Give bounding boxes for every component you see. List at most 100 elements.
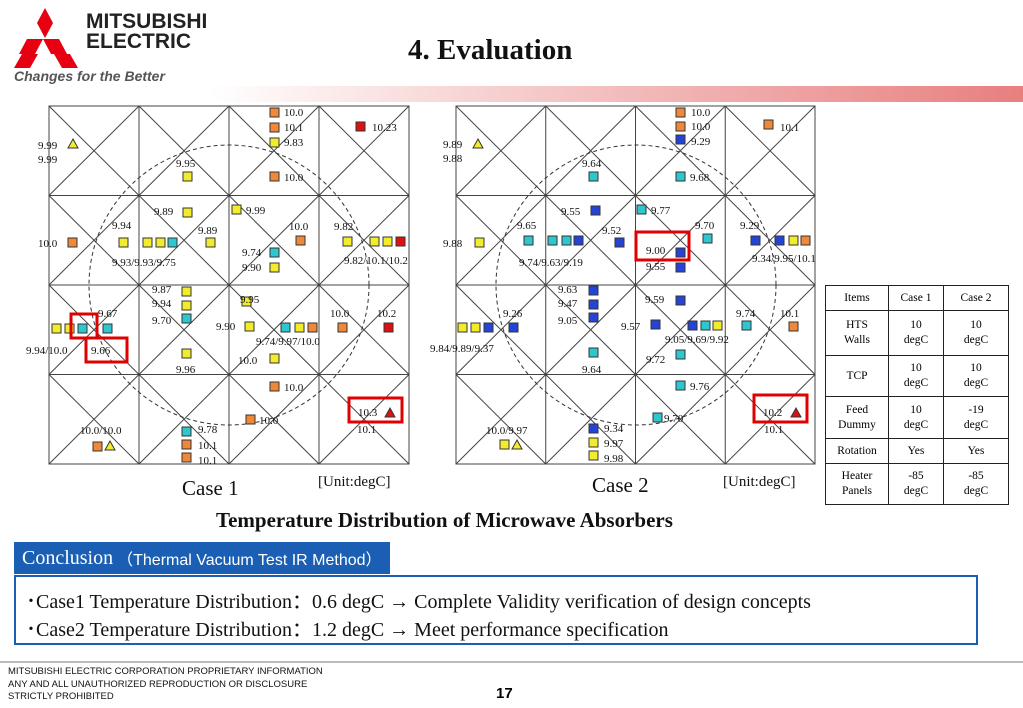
company-name: MITSUBISHI ELECTRIC <box>86 10 208 52</box>
temperature-label: 10.3 <box>358 407 378 419</box>
sensor-square-icon <box>342 236 353 247</box>
sensor-square-icon <box>181 286 192 297</box>
sensor-square-icon <box>675 349 686 360</box>
sensor-square-icon <box>182 171 193 182</box>
sensor-square-icon <box>369 236 380 247</box>
sensor-triangle-icon <box>67 137 79 149</box>
sensor-square-icon <box>675 171 686 182</box>
sensor-square-icon <box>269 353 280 364</box>
sensor-square-icon <box>590 205 601 216</box>
temperature-label: 9.26 <box>503 308 523 320</box>
highlight-box <box>752 393 809 424</box>
temperature-label: 9.89 <box>443 139 463 151</box>
temperature-label: 9.83 <box>284 137 304 149</box>
sensor-square-icon <box>181 313 192 324</box>
temperature-label: 10.23 <box>372 122 397 134</box>
footer-line1: MITSUBISHI ELECTRIC CORPORATION PROPRIET… <box>8 666 323 677</box>
sensor-square-icon <box>181 348 192 359</box>
sensor-square-icon <box>77 323 88 334</box>
temperature-label: 10.0 <box>284 172 304 184</box>
sensor-triangle-icon <box>104 439 116 451</box>
sensor-square-icon <box>294 322 305 333</box>
table-row: Rotation Yes Yes <box>825 438 1009 464</box>
case1-unit: [Unit:degC] <box>318 474 391 490</box>
temperature-label: 9.99 <box>246 205 266 217</box>
sensor-square-icon <box>383 322 394 333</box>
table-cell: Case 1 <box>888 285 944 311</box>
sensor-square-icon <box>675 295 686 306</box>
sensor-square-icon <box>675 262 686 273</box>
temperature-label: 9.89 <box>154 206 174 218</box>
sensor-square-icon <box>382 236 393 247</box>
sensor-triangle-icon <box>790 406 802 418</box>
table-cell: 10 degC <box>888 310 944 356</box>
temperature-label: 10.1 <box>198 455 217 467</box>
temperature-label: 9.90 <box>216 321 236 333</box>
conclusion-box <box>14 575 978 645</box>
sensor-square-icon <box>800 235 811 246</box>
temperature-label: 9.84/9.89/9.37 <box>430 343 494 355</box>
sensor-square-icon <box>650 319 661 330</box>
sensor-square-icon <box>588 450 599 461</box>
table-cell: Items <box>825 285 889 311</box>
table-cell: Case 2 <box>943 285 1009 311</box>
sensor-square-icon <box>142 237 153 248</box>
sensor-square-icon <box>269 262 280 273</box>
conclusion-method: （Thermal Vacuum Test IR Method） <box>117 552 382 569</box>
mitsubishi-logo-icon <box>14 8 78 68</box>
temperature-label: 9.88 <box>443 153 463 165</box>
sensor-square-icon <box>652 412 663 423</box>
temperature-label: 9.87 <box>152 284 172 296</box>
sensor-square-icon <box>712 320 723 331</box>
table-cell: -85 degC <box>943 463 1009 505</box>
sensor-square-icon <box>483 322 494 333</box>
header-band <box>210 86 1023 102</box>
temperature-label: 9.68 <box>690 172 710 184</box>
sensor-square-icon <box>92 441 103 452</box>
temperature-label: 9.47 <box>558 298 578 310</box>
page-number: 17 <box>496 685 513 702</box>
sensor-square-icon <box>67 237 78 248</box>
sensor-square-icon <box>588 299 599 310</box>
sensor-markers <box>51 107 811 463</box>
conclusion-title: Conclusion <box>22 546 114 569</box>
footer-line2: ANY AND ALL UNAUTHORIZED REPRODUCTION OR… <box>8 678 308 690</box>
company-line1: MITSUBISHI <box>86 10 208 33</box>
sensor-square-icon <box>280 322 291 333</box>
page-title: 4. Evaluation <box>408 34 573 66</box>
sensor-square-icon <box>508 322 519 333</box>
figure-caption: Temperature Distribution of Microwave Ab… <box>216 508 673 532</box>
sensor-square-icon <box>675 247 686 258</box>
temperature-label: 10.1 <box>780 122 799 134</box>
highlight-box <box>347 396 404 424</box>
sensor-square-icon <box>675 380 686 391</box>
temperature-label: 9.82 <box>334 221 353 233</box>
table-cell: -85 degC <box>888 463 944 505</box>
sensor-square-icon <box>588 437 599 448</box>
tagline: Changes for the Better <box>14 68 165 84</box>
temperature-label: 10.0 <box>38 238 58 250</box>
sensor-square-icon <box>588 171 599 182</box>
sensor-square-icon <box>675 107 686 118</box>
temperature-label: 9.34 <box>604 423 624 435</box>
footer-notice: MITSUBISHI ELECTRIC CORPORATION PROPRIET… <box>8 666 323 704</box>
table-row: HTS Walls 10 degC 10 degC <box>825 310 1009 356</box>
sensor-square-icon <box>636 204 647 215</box>
sensor-square-icon <box>547 235 558 246</box>
table-row: Heater Panels -85 degC -85 degC <box>825 463 1009 505</box>
footer-line3: STRICTLY PROHIBITED <box>8 691 114 702</box>
table-cell: 10 degC <box>943 355 1009 397</box>
temperature-label: 9.55 <box>646 261 666 273</box>
temperature-label: 10.2 <box>377 308 396 320</box>
temperature-label: 10.0/10.0 <box>80 425 122 437</box>
temperature-label: 9.05/9.69/9.92 <box>665 334 729 346</box>
conditions-table: Items Case 1 Case 2 HTS Walls 10 degC 10 degC TCP… <box>825 285 1009 505</box>
sensor-square-icon <box>474 237 485 248</box>
sensor-square-icon <box>395 236 406 247</box>
sensor-square-icon <box>181 439 192 450</box>
temperature-label: 10.1 <box>357 424 376 436</box>
temperature-label: 9.70 <box>695 220 715 232</box>
sensor-square-icon <box>788 321 799 332</box>
sensor-square-icon <box>181 300 192 311</box>
table-cell: Heater Panels <box>825 463 889 505</box>
